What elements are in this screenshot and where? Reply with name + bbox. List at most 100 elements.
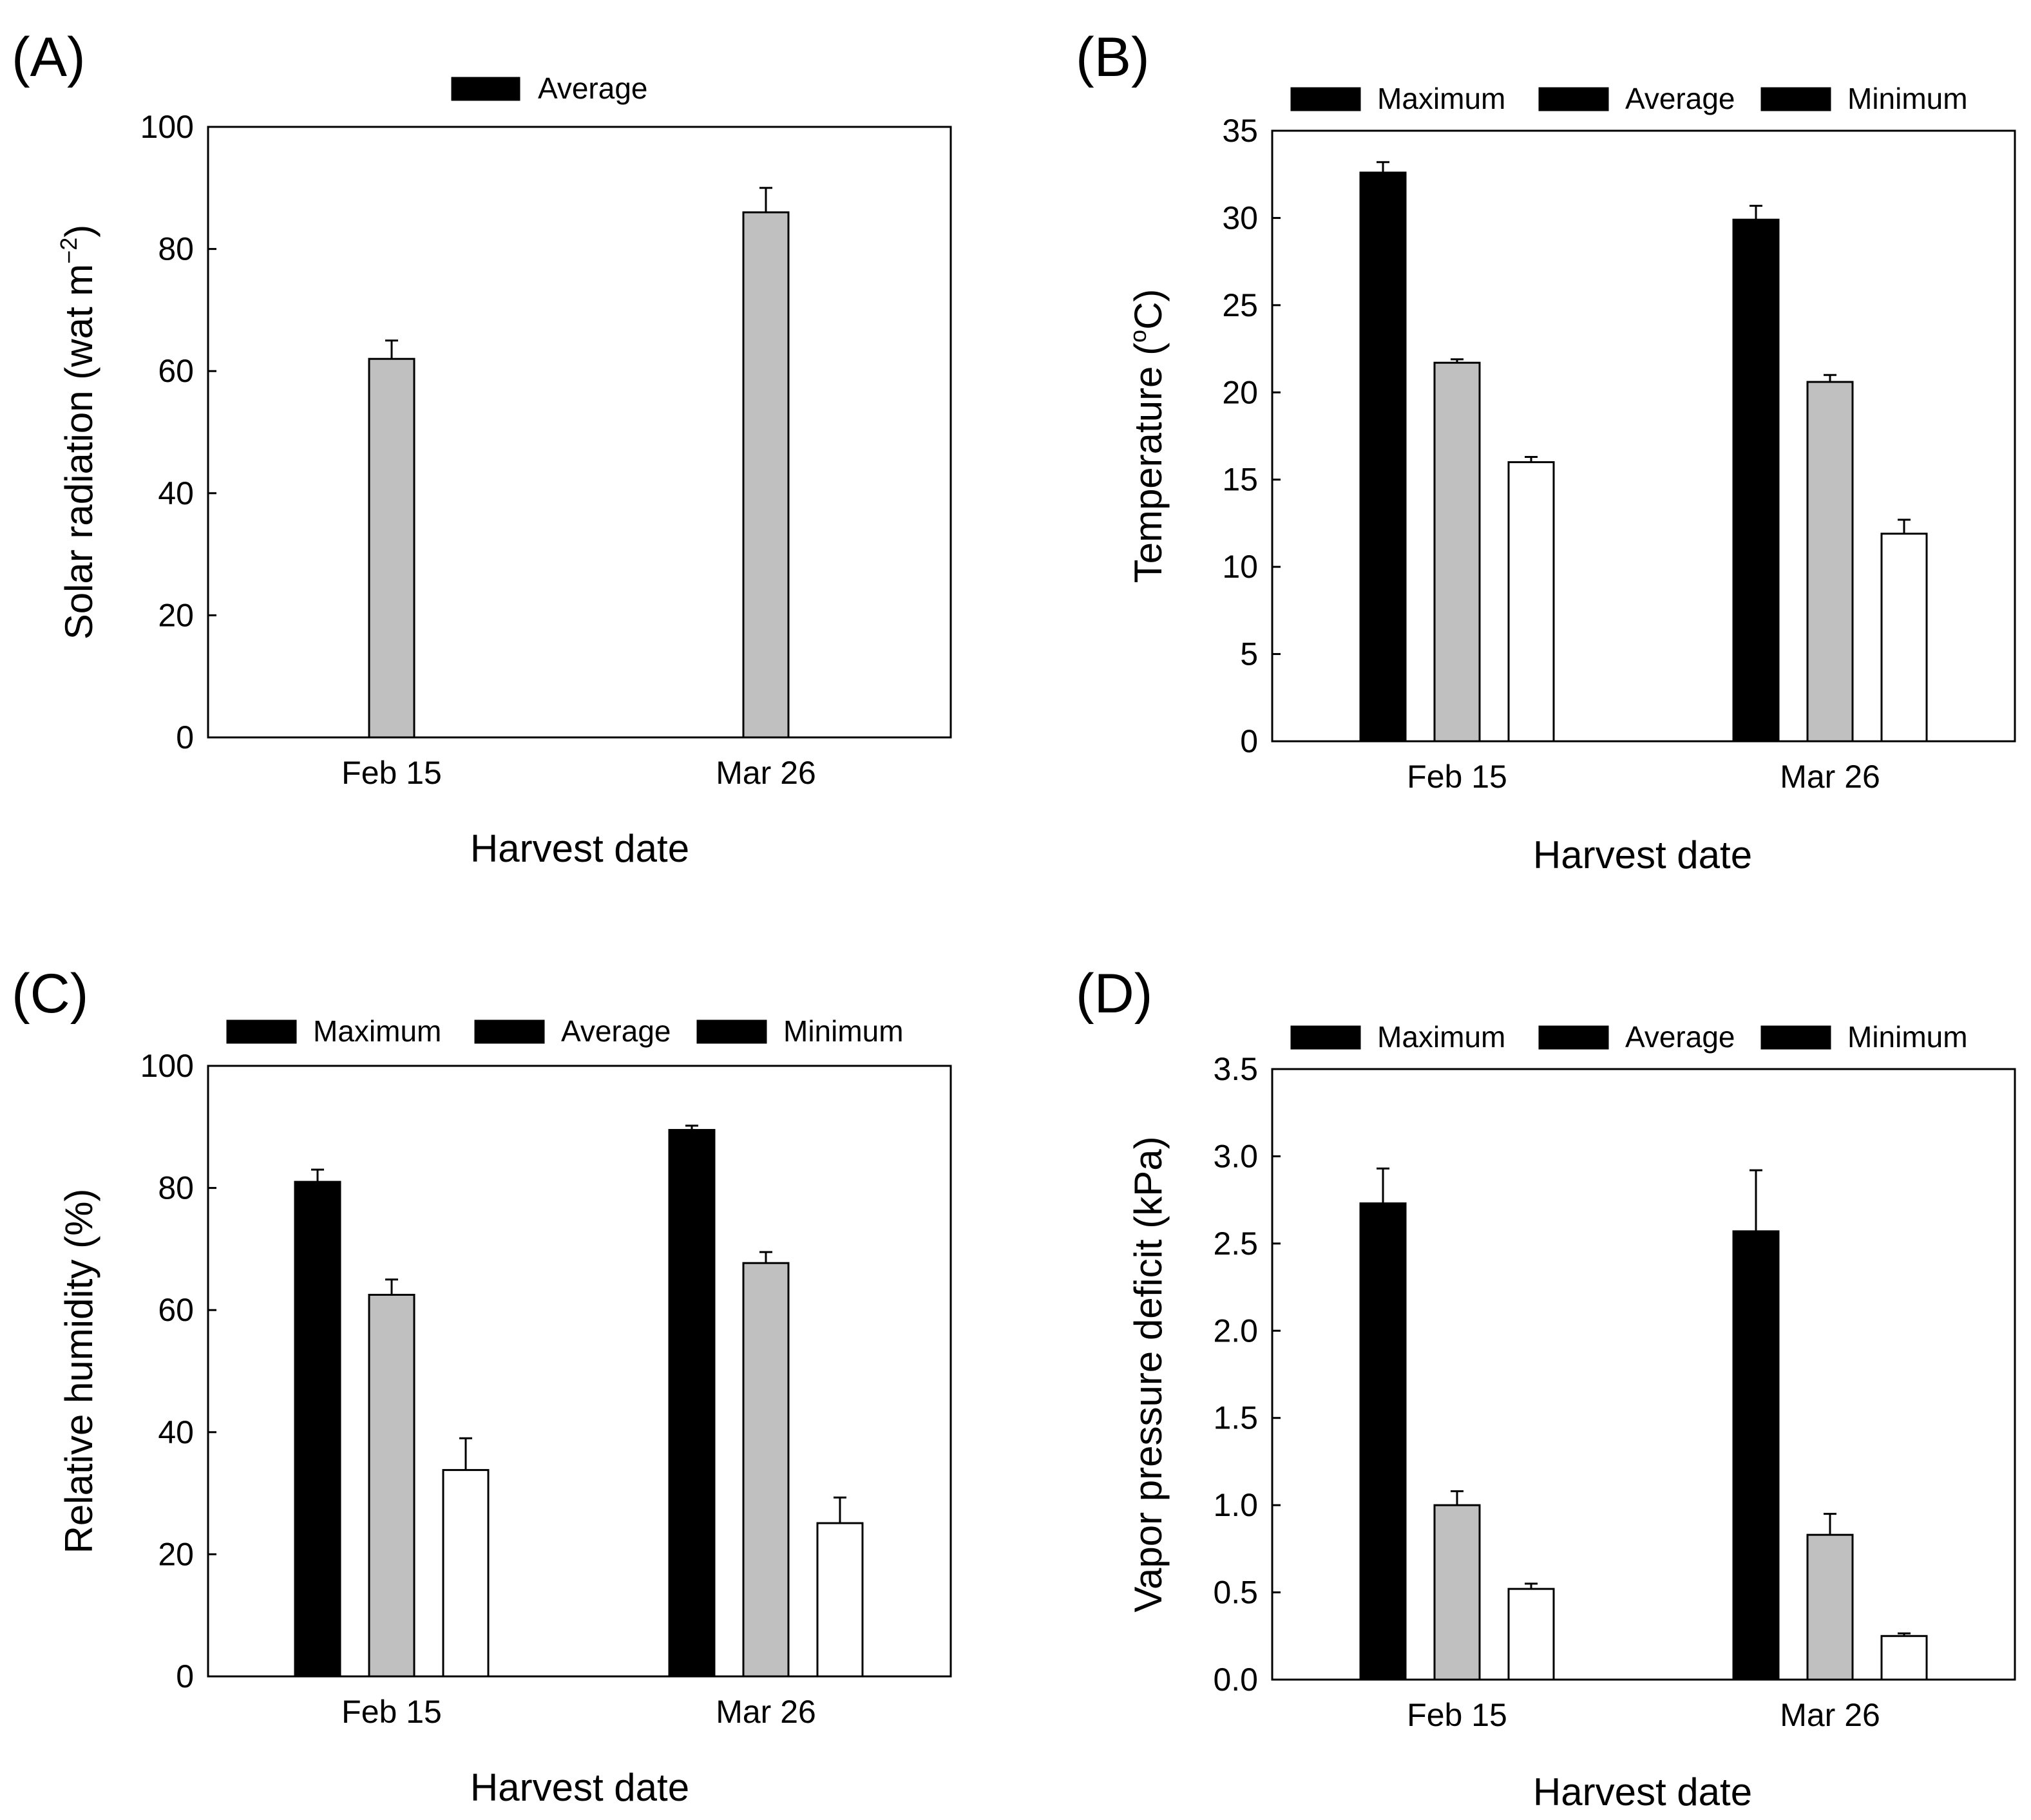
- panel-c: (C) Maximum Average Minimum Harvest date…: [12, 963, 952, 1809]
- y-tick-label: 1.0: [1213, 1487, 1258, 1523]
- y-tick-label: 0.0: [1213, 1662, 1258, 1698]
- legend-label-average: Average: [538, 71, 648, 105]
- bar-average-mar-26: [1806, 1533, 1854, 1681]
- plot-frame: [207, 126, 952, 739]
- legend-swatch-minimum: [1760, 87, 1831, 111]
- y-tick-label: 0: [1240, 723, 1258, 759]
- y-axis-title-main: Solar radiation (wat m: [57, 264, 100, 640]
- bars: [1359, 161, 1928, 743]
- y-tick-label: 2.5: [1213, 1226, 1258, 1262]
- y-tick-label: 0: [176, 719, 194, 755]
- legend-swatch-average: [474, 1019, 545, 1044]
- plot-frame: [1271, 1068, 2016, 1681]
- x-tick-label: Mar 26: [716, 755, 816, 791]
- bar-average-mar-26: [742, 1262, 790, 1678]
- y-tick-label: 60: [158, 1292, 194, 1328]
- legend-swatch-average: [1538, 87, 1609, 111]
- y-tick-label: 10: [1222, 549, 1258, 585]
- y-axis: 0 20 40 60 80 100: [140, 109, 216, 755]
- x-axis-title: Harvest date: [470, 1766, 689, 1809]
- y-tick-label: 15: [1222, 462, 1258, 498]
- y-tick-label: 1.5: [1213, 1400, 1258, 1436]
- legend-swatch-maximum: [1290, 87, 1361, 111]
- y-tick-label: 80: [158, 1170, 194, 1206]
- legend-label-average: Average: [561, 1014, 671, 1048]
- y-tick-label: 80: [158, 231, 194, 267]
- legend-swatch-maximum: [226, 1019, 297, 1044]
- y-tick-label: 100: [140, 109, 194, 145]
- y-axis: 0 5 10 15 20 25 30 35: [1222, 113, 1281, 759]
- x-axis: Feb 15 Mar 26: [1407, 733, 1880, 795]
- y-tick-label: 25: [1222, 287, 1258, 323]
- bar-minimum-feb-15: [1507, 461, 1555, 743]
- panel-a: (A) Average Harvest date Solar radiation…: [12, 26, 952, 870]
- error-bar-average-mar-26: [1824, 374, 1836, 383]
- bar-maximum-mar-26: [1732, 218, 1780, 743]
- bar-average-feb-15: [368, 357, 415, 739]
- y-axis-title-tail: ): [57, 225, 100, 238]
- bars: [294, 1124, 864, 1678]
- legend-label-minimum: Minimum: [783, 1014, 904, 1048]
- y-tick-label: 40: [158, 475, 194, 511]
- y-tick-label: 3.5: [1213, 1051, 1258, 1087]
- bar-average-feb-15: [1433, 361, 1481, 743]
- panel-label: (D): [1076, 963, 1152, 1025]
- x-tick-label: Feb 15: [1407, 1697, 1507, 1733]
- bar-maximum-mar-26: [668, 1129, 716, 1678]
- y-axis-title-superscript: −2: [55, 238, 82, 264]
- plot-frame: [207, 1065, 952, 1678]
- error-bar-average-feb-15: [1451, 358, 1464, 363]
- bar-minimum-feb-15: [1507, 1588, 1555, 1681]
- bars: [368, 187, 790, 739]
- y-axis: 0.0 0.5 1.0 1.5 2.0 2.5 3.0 3.5: [1213, 1051, 1281, 1698]
- bar-average-feb-15: [1433, 1504, 1481, 1681]
- error-bar-minimum-mar-26: [1898, 518, 1911, 534]
- y-tick-label: 30: [1222, 200, 1258, 236]
- y-tick-label: 3.0: [1213, 1138, 1258, 1174]
- legend: Maximum Average Minimum: [1290, 82, 1968, 115]
- legend-label-average: Average: [1625, 82, 1735, 115]
- bar-maximum-feb-15: [294, 1180, 341, 1678]
- legend-label-maximum: Maximum: [1377, 82, 1505, 115]
- x-tick-label: Feb 15: [1407, 759, 1507, 795]
- bar-minimum-mar-26: [1880, 1635, 1928, 1681]
- error-bar-average-feb-15: [1451, 1490, 1464, 1506]
- error-bar-minimum-mar-26: [1898, 1632, 1911, 1636]
- x-tick-label: Feb 15: [341, 755, 442, 791]
- legend-swatch-minimum: [1760, 1025, 1831, 1050]
- y-axis: 0 20 40 60 80 100: [140, 1048, 216, 1694]
- legend-swatch-maximum: [1290, 1025, 1361, 1050]
- y-axis-title-main: Temperature (: [1127, 343, 1170, 583]
- x-tick-label: Mar 26: [1780, 759, 1880, 795]
- panel-b: (B) Maximum Average Minimum Harvest date…: [1076, 26, 2016, 877]
- legend-label-average: Average: [1625, 1020, 1735, 1054]
- error-bar-average-mar-26: [1824, 1513, 1836, 1535]
- y-axis-title: Solar radiation (wat m−2): [55, 225, 100, 640]
- y-tick-label: 0.5: [1213, 1575, 1258, 1611]
- legend-label-minimum: Minimum: [1847, 1020, 1968, 1054]
- bar-minimum-mar-26: [816, 1522, 864, 1678]
- error-bar-maximum-feb-15: [1377, 161, 1389, 173]
- bars: [1359, 1167, 1928, 1681]
- panel-label: (C): [12, 963, 88, 1025]
- y-tick-label: 40: [158, 1414, 194, 1450]
- error-bar-average-mar-26: [759, 187, 772, 213]
- error-bar-minimum-feb-15: [459, 1437, 472, 1470]
- bar-maximum-feb-15: [1359, 1202, 1407, 1681]
- error-bar-minimum-feb-15: [1525, 1582, 1538, 1589]
- y-tick-label: 20: [1222, 374, 1258, 410]
- x-tick-label: Mar 26: [1780, 1697, 1880, 1733]
- x-tick-label: Feb 15: [341, 1694, 442, 1730]
- legend: Maximum Average Minimum: [1290, 1020, 1968, 1054]
- y-axis-title: Temperature (oC): [1125, 289, 1170, 583]
- y-axis-title: Vapor pressure deficit (kPa): [1127, 1136, 1170, 1612]
- error-bar-maximum-mar-26: [1750, 1169, 1762, 1231]
- y-tick-label: 100: [140, 1048, 194, 1084]
- legend-swatch-average: [1538, 1025, 1609, 1050]
- error-bar-average-feb-15: [385, 1278, 398, 1295]
- legend-label-maximum: Maximum: [313, 1014, 441, 1048]
- y-axis-title-superscript: o: [1125, 330, 1151, 343]
- y-axis-title-main: Vapor pressure deficit (kPa): [1127, 1136, 1170, 1612]
- legend-label-maximum: Maximum: [1377, 1020, 1505, 1054]
